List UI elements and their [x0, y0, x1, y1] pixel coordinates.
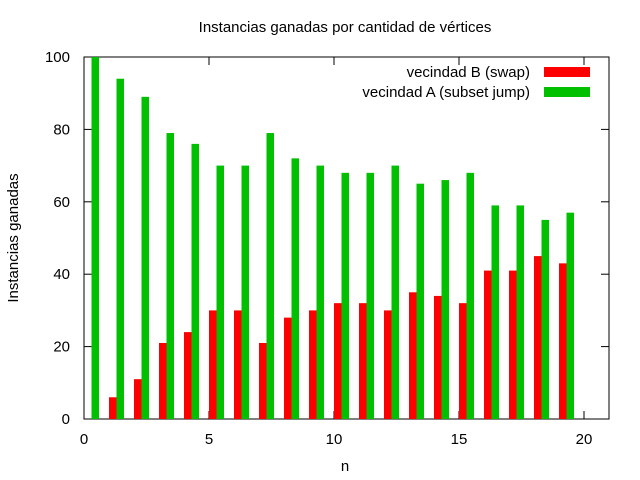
bar-vecindad-a [466, 172, 474, 419]
bar-vecindad-b [559, 263, 567, 419]
bar-vecindad-b [184, 332, 192, 419]
x-tick-label: 20 [576, 431, 593, 448]
y-tick-label: 40 [53, 266, 70, 283]
bar-vecindad-b [259, 342, 267, 419]
x-axis-label: n [341, 458, 349, 475]
bar-vecindad-b [434, 295, 442, 419]
bar-vecindad-a [241, 165, 249, 419]
bar-vecindad-b [284, 317, 292, 419]
bar-vecindad-a [491, 205, 499, 419]
bar-vecindad-a [116, 78, 124, 419]
bar-vecindad-a [541, 219, 549, 419]
bar-vecindad-b [334, 303, 342, 419]
bar-vecindad-b [534, 256, 542, 419]
y-tick-label: 20 [53, 339, 70, 356]
bar-vecindad-b [159, 342, 167, 419]
bar-vecindad-b [309, 310, 317, 419]
y-tick-label: 80 [53, 121, 70, 138]
bar-vecindad-a [416, 183, 424, 419]
bar-vecindad-a [91, 57, 99, 419]
legend-label: vecindad A (subset jump) [362, 84, 530, 101]
bar-vecindad-a [316, 165, 324, 419]
bar-vecindad-b [484, 270, 492, 419]
x-tick-label: 15 [451, 431, 468, 448]
bar-vecindad-a [341, 172, 349, 419]
bar-vecindad-a [366, 172, 374, 419]
bar-vecindad-a [441, 180, 449, 419]
y-tick-label: 0 [62, 411, 70, 428]
legend-swatch [544, 87, 590, 97]
bar-vecindad-a [166, 133, 174, 419]
bar-vecindad-a [391, 165, 399, 419]
plot-area: 0 20 40 60 80 100 0 5 10 15 20 [45, 49, 610, 448]
x-tick-label: 10 [326, 431, 343, 448]
legend: vecindad B (swap) vecindad A (subset jump… [362, 64, 590, 101]
bar-vecindad-b [509, 270, 517, 419]
bar-vecindad-b [234, 310, 242, 419]
y-tick-label: 60 [53, 194, 70, 211]
bar-vecindad-a [516, 205, 524, 419]
bar-vecindad-b [459, 303, 467, 419]
x-tick-label: 0 [80, 431, 88, 448]
bar-vecindad-a [191, 143, 199, 419]
legend-label: vecindad B (swap) [407, 64, 530, 81]
bar-vecindad-b [109, 397, 117, 419]
bar-vecindad-b [134, 379, 142, 419]
bar-vecindad-a [141, 96, 149, 419]
bar-vecindad-a [291, 158, 299, 420]
bar-vecindad-a [216, 165, 224, 419]
y-axis-label: Instancias ganadas [5, 173, 22, 302]
bar-vecindad-b [409, 292, 417, 419]
x-tick-label: 5 [205, 431, 213, 448]
legend-swatch [544, 67, 590, 77]
bar-vecindad-a [266, 133, 274, 419]
y-tick-label: 100 [45, 49, 70, 66]
bars-group [91, 57, 574, 420]
bar-vecindad-b [384, 310, 392, 419]
chart-title: Instancias ganadas por cantidad de vérti… [199, 19, 492, 36]
bar-vecindad-a [566, 212, 574, 419]
bar-vecindad-b [359, 303, 367, 419]
bar-vecindad-b [209, 310, 217, 419]
